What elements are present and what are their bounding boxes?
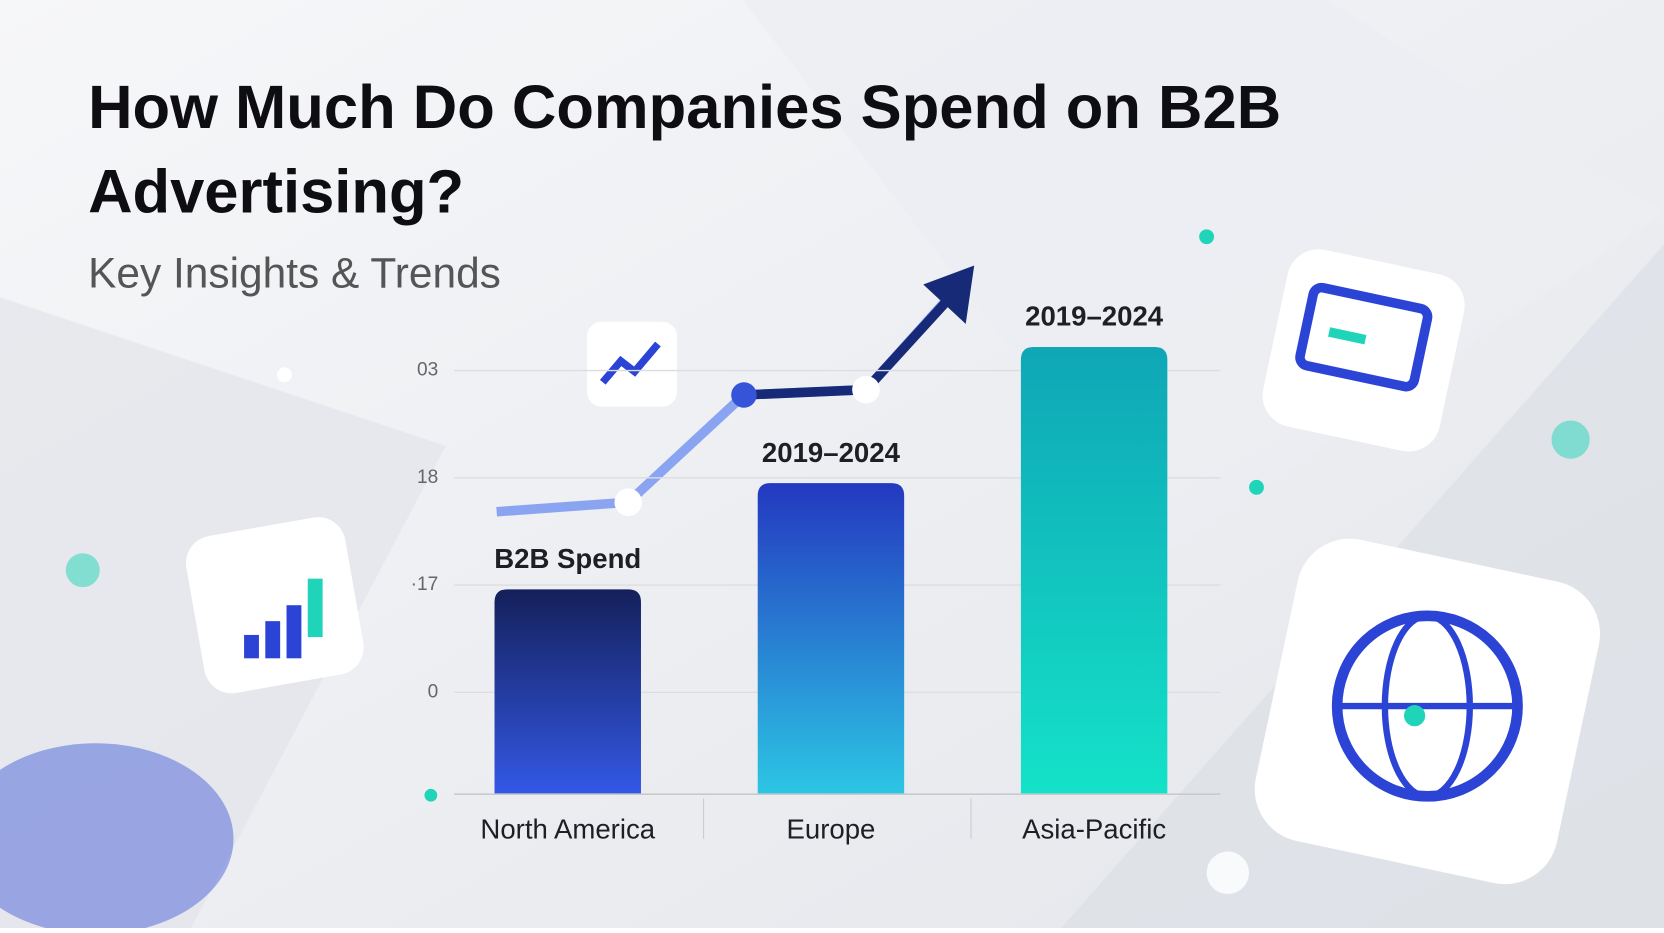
trend-dot (852, 375, 880, 404)
dot (1551, 420, 1590, 459)
chart-subtitle: Key Insights & Trends (88, 249, 501, 296)
icon (286, 605, 302, 659)
icon (1295, 282, 1433, 392)
x-tick-label: Europe (786, 814, 875, 845)
dot (1249, 479, 1264, 495)
y-tick-label: ·17 (411, 574, 439, 595)
icon (1328, 327, 1367, 345)
bar-label: 2019–2024 (762, 437, 901, 468)
y-tick-label: 18 (417, 467, 438, 488)
y-tick-label: 0 (428, 681, 439, 702)
chart-title: How Much Do Companies Spend on B2B (88, 73, 1281, 142)
dot (1206, 851, 1250, 895)
bar (1020, 346, 1168, 795)
chart-title: Advertising? (88, 158, 464, 227)
bg-shape (742, 0, 1664, 553)
icon (265, 621, 281, 659)
dot (424, 788, 438, 802)
icon-card (1262, 249, 1465, 452)
trend-dot (614, 488, 643, 517)
icon (307, 578, 323, 638)
icon-card (185, 517, 364, 694)
icon-card (1254, 538, 1600, 885)
globe-icon (1404, 705, 1426, 727)
arrow-head (923, 265, 975, 324)
trend-dot (731, 382, 757, 408)
icon-card (586, 321, 678, 407)
bar-label: 2019–2024 (1025, 301, 1164, 332)
x-tick-label: Asia-Pacific (1022, 814, 1166, 845)
x-tick-label: North America (480, 814, 655, 845)
blurred-map (0, 743, 234, 933)
dot (65, 553, 100, 588)
bar (757, 483, 905, 795)
icon (599, 341, 661, 385)
icon (244, 634, 259, 659)
bar (494, 589, 641, 795)
bar-label: B2B Spend (494, 543, 641, 574)
dot (276, 367, 292, 383)
dot (1199, 229, 1215, 245)
y-tick-label: 03 (417, 360, 438, 381)
